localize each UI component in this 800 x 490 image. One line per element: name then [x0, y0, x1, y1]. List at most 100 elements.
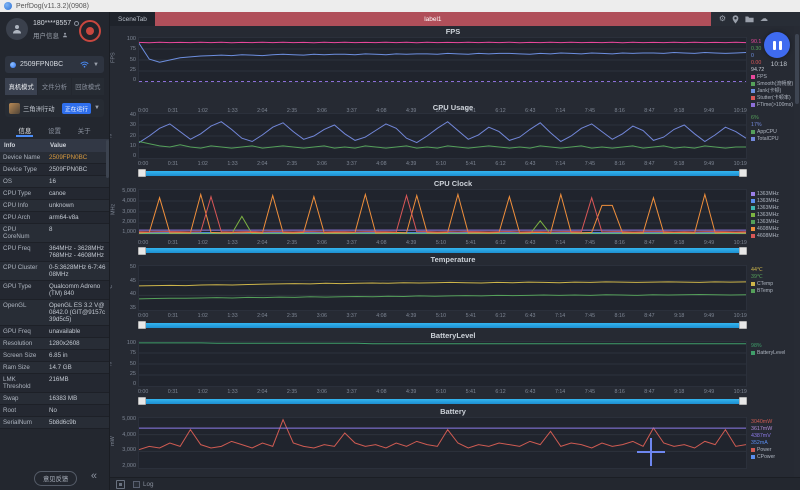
y-tick: 5,000 [122, 416, 136, 422]
x-tick: 6:12 [495, 239, 506, 246]
slider-handle-right[interactable] [739, 169, 747, 177]
time-range-slider[interactable] [138, 396, 747, 406]
info-table-body: Device Name 2509FPN0BC Device Type 2509FPN0… [0, 152, 109, 429]
row-value: 16383 MB [49, 395, 78, 402]
x-axis: 0:00 0:31 1:02 1:33 2:04 2:35 3:06 3:37 4:08 4:39… [138, 311, 747, 320]
slider-handle-right[interactable] [739, 247, 747, 256]
row-label: SerialNum [3, 419, 32, 426]
legend-item[interactable]: Power [751, 447, 793, 453]
plot-cpu-usage[interactable] [138, 113, 747, 159]
row-value: OpenGL ES 3.2 V@0842.0 (GIT@9157c39d5c5) [49, 302, 106, 323]
slider-handle-left[interactable] [138, 397, 146, 405]
legend-item[interactable]: FPS [751, 74, 793, 80]
legend-item[interactable]: CTemp [751, 281, 793, 287]
time-range-slider[interactable] [138, 246, 747, 256]
legend-item[interactable]: Jank(卡顿) [751, 88, 793, 94]
avatar[interactable] [6, 18, 28, 40]
mode-tab-0[interactable]: 真机模式 [5, 78, 38, 95]
user-info-link[interactable]: 用户信息 [33, 30, 79, 40]
collapse-sidebar-icon[interactable]: « [90, 470, 97, 482]
plot-temperature[interactable] [138, 265, 747, 311]
legend-item[interactable]: BatteryLevel [751, 350, 793, 356]
x-tick: 0:00 [138, 108, 149, 114]
x-tick: 3:06 [316, 388, 327, 395]
info-tab-0[interactable]: 信息 [16, 123, 34, 137]
table-row: CPU Cluster 0-5:3628MHz 6-7:4608MHz [0, 262, 109, 281]
legend-item[interactable]: 1363MHz [751, 198, 793, 204]
chart-scrollbar-thumb[interactable] [795, 34, 799, 104]
x-tick: 4:08 [376, 312, 387, 319]
record-button[interactable] [79, 20, 101, 42]
cloud-icon[interactable]: ☁ [760, 14, 768, 23]
pause-button[interactable] [764, 32, 790, 58]
slider-handle-left[interactable] [138, 247, 146, 256]
device-selector[interactable]: 2509FPN0BC ▼ [5, 56, 104, 73]
legend-item[interactable]: 1363MHz [751, 219, 793, 225]
legend-label: CPower [757, 454, 776, 460]
slider-track[interactable] [138, 170, 747, 176]
legend-item[interactable]: FTime(>100ms) [751, 102, 793, 108]
slider-handle-right[interactable] [739, 397, 747, 405]
y-tick: 100 [126, 36, 136, 42]
mode-tab-2[interactable]: 回放模式 [71, 78, 104, 95]
app-selector[interactable]: 三角洲行动 正在运行 ▼ [5, 99, 104, 117]
pin-icon[interactable] [732, 14, 739, 24]
x-tick: 1:02 [197, 108, 208, 114]
log-toggle[interactable]: Log [133, 480, 154, 488]
row-label: GPU Freq [3, 328, 31, 335]
table-row: Device Name 2509FPN0BC [0, 152, 109, 164]
chevron-down-icon[interactable]: ▼ [93, 61, 99, 68]
legend-item[interactable]: BTemp [751, 288, 793, 294]
legend-label: BatteryLevel [757, 350, 786, 356]
slider-track[interactable] [138, 398, 747, 404]
legend-item[interactable]: AppCPU [751, 129, 793, 135]
plot-battery-level[interactable] [138, 341, 747, 387]
slider-track[interactable] [138, 322, 747, 328]
legend-item[interactable]: TotalCPU [751, 136, 793, 142]
row-label: LMK Threshold [3, 376, 31, 390]
plot-cpu-clock[interactable] [138, 189, 747, 235]
bottom-bar: Log [110, 477, 800, 490]
folder-icon[interactable] [745, 15, 754, 23]
x-tick: 5:41 [465, 388, 476, 395]
x-tick: 1:33 [227, 108, 238, 114]
plot-battery[interactable] [138, 417, 747, 469]
time-range-slider[interactable] [138, 320, 747, 330]
slider-track[interactable] [138, 247, 747, 253]
log-checkbox[interactable] [133, 480, 140, 488]
legend-item[interactable]: CPower [751, 454, 793, 460]
info-tab-2[interactable]: 关于 [77, 128, 91, 135]
x-tick: 6:12 [495, 160, 506, 167]
legend-item[interactable]: 4608MHz [751, 233, 793, 239]
feedback-button[interactable]: 意见反馈 [34, 471, 78, 486]
x-tick: 8:47 [644, 312, 655, 319]
legend-item[interactable]: 4608MHz [751, 226, 793, 232]
edit-icon[interactable] [74, 21, 80, 26]
settings-gear-icon[interactable]: ⚙ [718, 14, 726, 23]
legend-item[interactable]: Smooth(流畅度) [751, 81, 793, 87]
legend-value: 44℃ [751, 267, 763, 273]
scene-label-bar[interactable]: label1 [154, 12, 711, 26]
y-tick: 4,000 [122, 431, 136, 438]
time-range-slider[interactable] [138, 168, 747, 178]
scene-tab[interactable]: SceneTab [110, 12, 155, 26]
plot-fps[interactable] [138, 37, 747, 83]
slider-handle-right[interactable] [739, 321, 747, 329]
slider-handle-left[interactable] [138, 321, 146, 329]
y-axis: ℃ 50 45 40 35 [110, 264, 138, 311]
mode-tab-1[interactable]: 文件分析 [38, 78, 71, 95]
chevron-down-icon[interactable]: ▼ [94, 105, 100, 111]
legend-item[interactable]: 1363MHz [751, 205, 793, 211]
legend-item[interactable]: Stutter(卡顿率) [751, 95, 793, 101]
sidebar-scrollbar-thumb[interactable] [106, 140, 109, 178]
legend-item[interactable]: 1363MHz [751, 191, 793, 197]
table-row: OpenGL OpenGL ES 3.2 V@0842.0 (GIT@9157c3… [0, 300, 109, 326]
export-icon[interactable] [116, 479, 125, 489]
window-title: PerfDog(v11.3.2)(0908) [16, 2, 90, 10]
row-label: CPU CoreNum [3, 226, 30, 240]
x-tick: 1:33 [227, 239, 238, 246]
slider-handle-left[interactable] [138, 169, 146, 177]
legend-item[interactable]: 1363MHz [751, 212, 793, 218]
chart-scrollbar[interactable] [794, 26, 800, 477]
info-tab-1[interactable]: 设置 [47, 128, 61, 135]
